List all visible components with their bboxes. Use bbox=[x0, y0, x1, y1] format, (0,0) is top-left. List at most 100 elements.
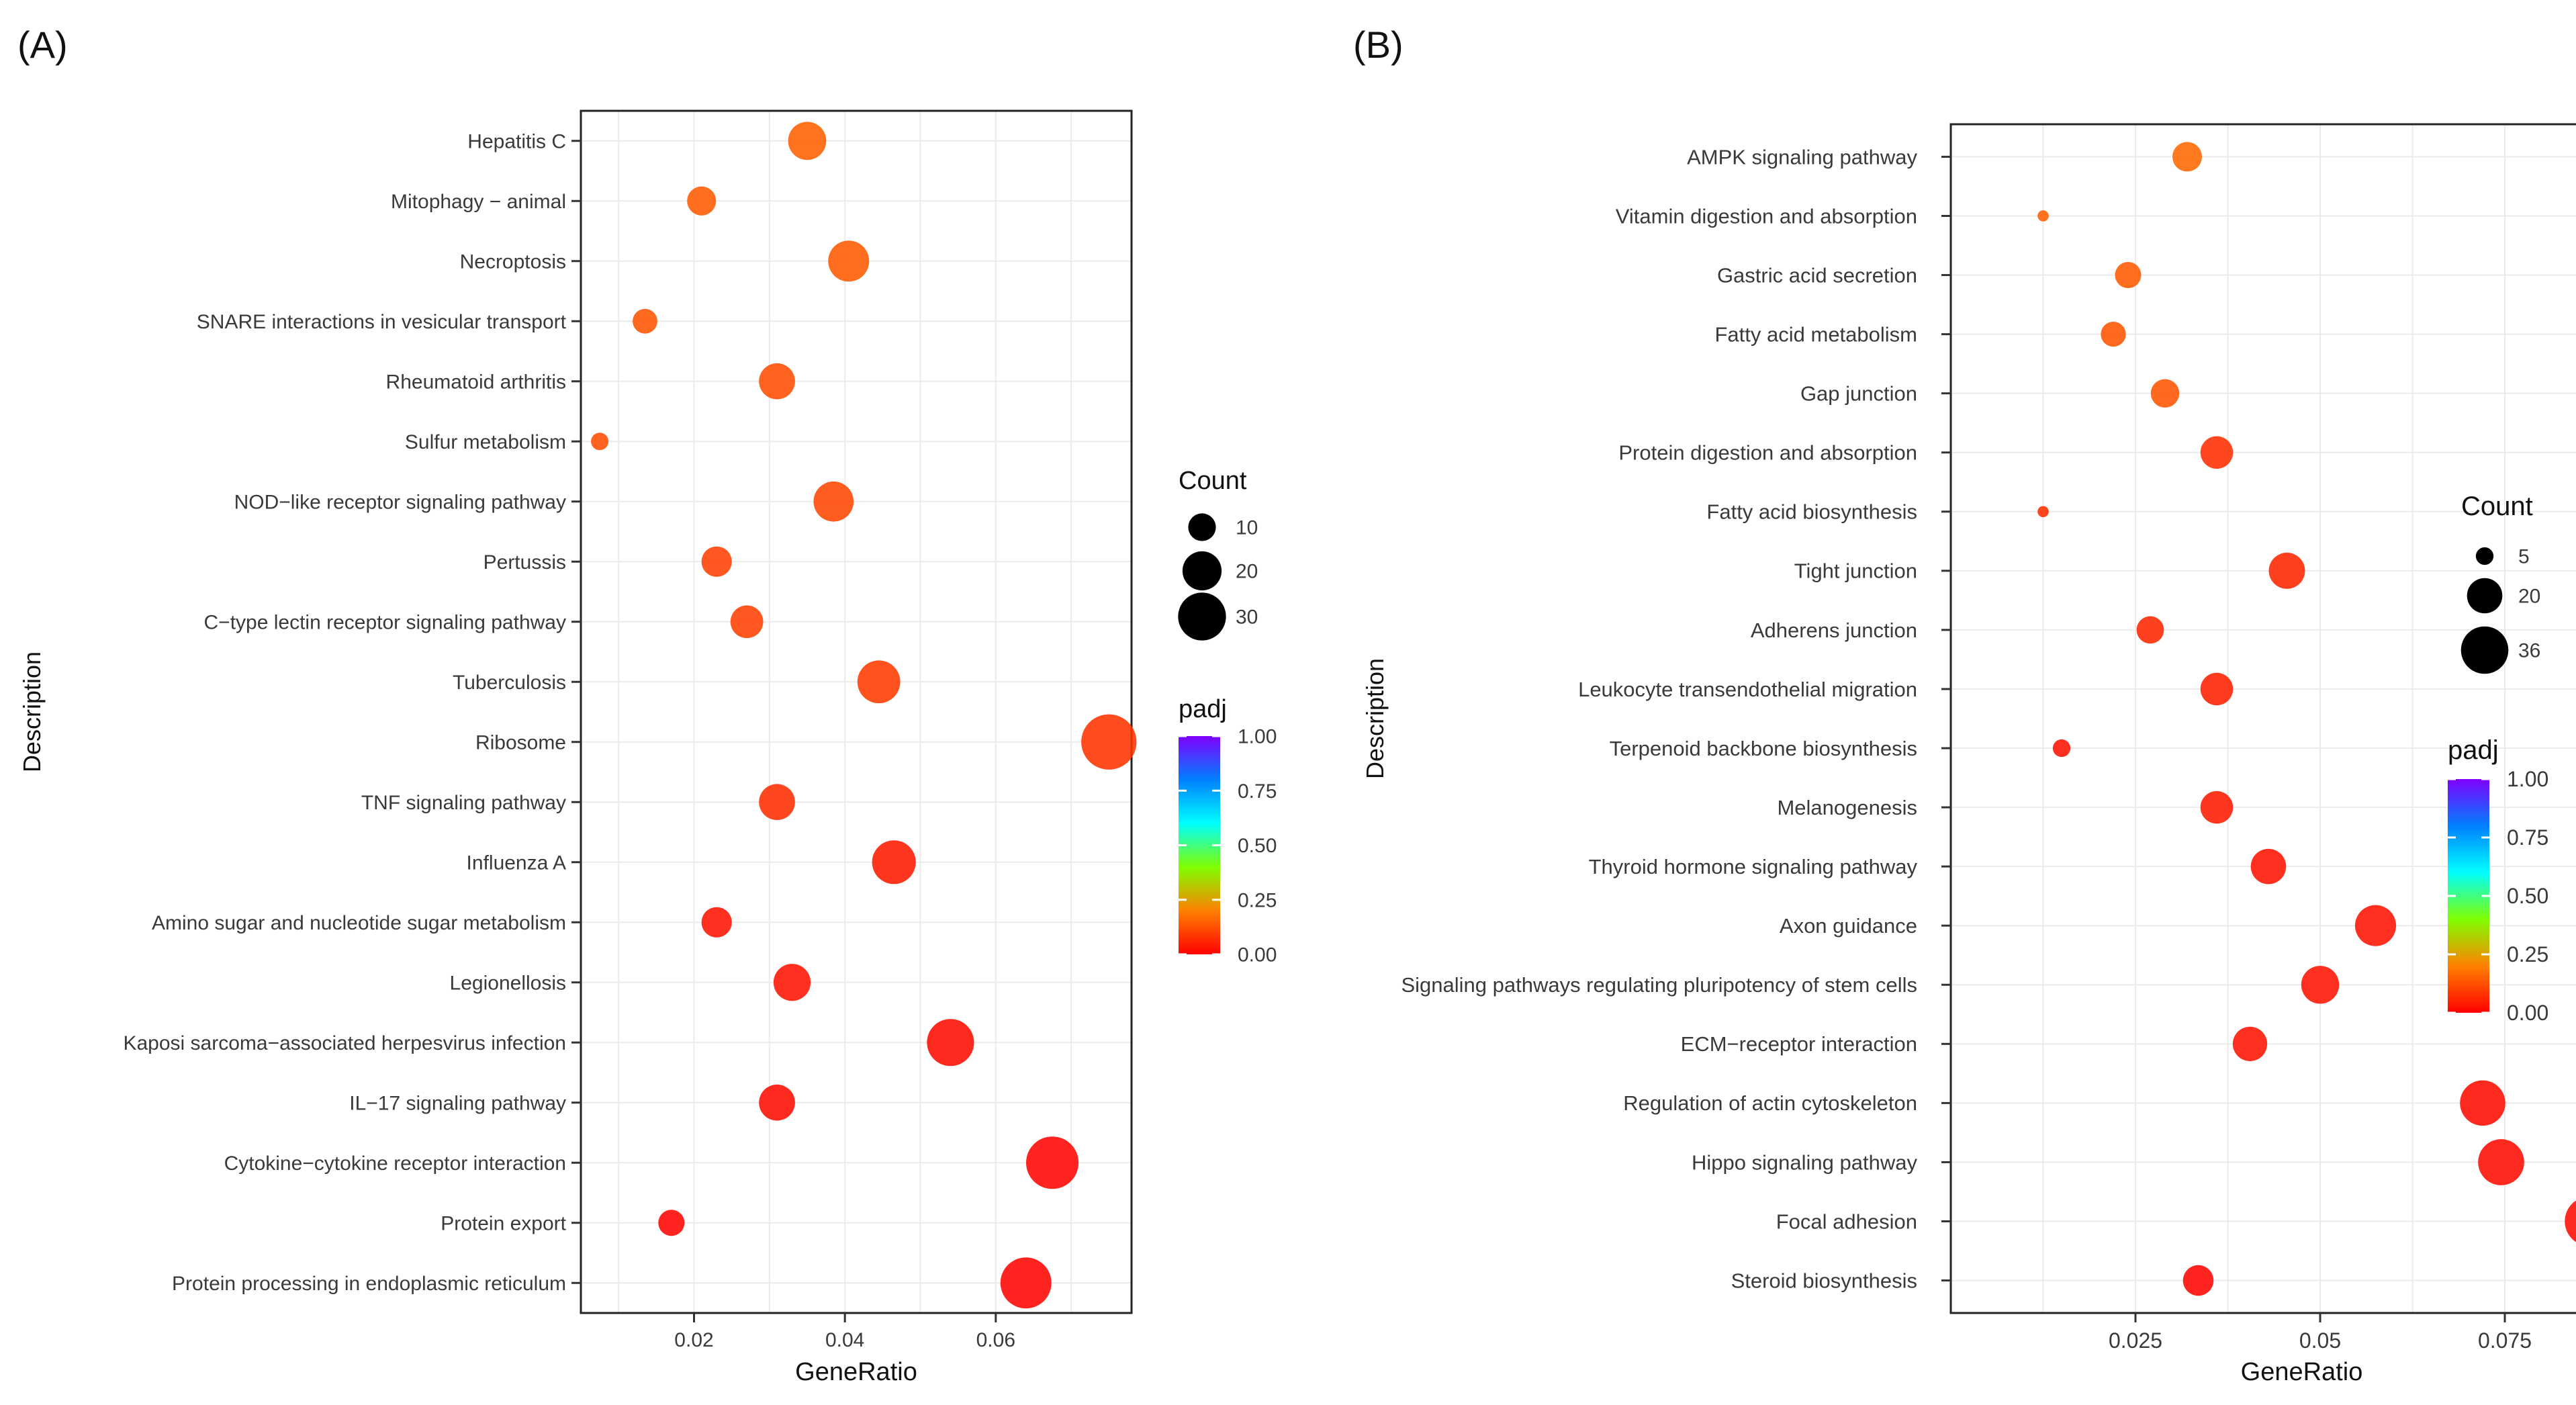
y-tick-label: Legionellosis bbox=[450, 972, 566, 994]
x-tick-label: 0.04 bbox=[825, 1329, 864, 1351]
color-legend-label: 1.00 bbox=[2507, 767, 2548, 791]
data-point bbox=[828, 240, 870, 282]
data-point bbox=[2150, 379, 2180, 408]
data-point bbox=[2172, 142, 2203, 172]
y-tick-label: Cytokine−cytokine receptor interaction bbox=[224, 1152, 566, 1175]
data-point bbox=[687, 186, 717, 216]
data-point bbox=[2101, 322, 2126, 347]
data-point bbox=[2136, 616, 2164, 644]
plot-frame bbox=[1949, 123, 2576, 1314]
y-tick-label: ECM−receptor interaction bbox=[1681, 1032, 1917, 1056]
panel-label: (A) bbox=[17, 24, 68, 66]
y-tick-label: Gastric acid secretion bbox=[1717, 263, 1917, 287]
data-point bbox=[1000, 1257, 1052, 1309]
data-point bbox=[633, 308, 657, 334]
data-point bbox=[2200, 436, 2234, 469]
color-legend-title: padj bbox=[1179, 695, 1227, 723]
y-tick-label: Rheumatoid arthritis bbox=[386, 371, 566, 393]
color-legend-label: 0.75 bbox=[1238, 780, 1277, 803]
panel-a: (A) Hepatitis C Mitophagy − animal Necropto… bbox=[17, 24, 1277, 1386]
y-tick-label: Tight junction bbox=[1794, 559, 1917, 583]
y-tick-label: Fatty acid metabolism bbox=[1715, 322, 1918, 346]
y-tick-label: Thyroid hormone signaling pathway bbox=[1589, 855, 1918, 878]
data-point bbox=[2232, 1026, 2268, 1061]
data-point bbox=[2354, 905, 2397, 946]
data-point bbox=[2478, 1139, 2524, 1185]
data-point bbox=[759, 1084, 795, 1121]
size-legend-label: 5 bbox=[2518, 546, 2530, 568]
y-tick-label: Protein processing in endoplasmic reticu… bbox=[172, 1273, 566, 1295]
data-point bbox=[2301, 966, 2340, 1004]
x-tick-label: 0.06 bbox=[976, 1329, 1015, 1351]
data-point bbox=[701, 546, 732, 577]
y-tick-label: Tuberculosis bbox=[453, 672, 566, 694]
y-tick-label: Amino sugar and nucleotide sugar metabol… bbox=[152, 912, 566, 934]
x-tick-label: 0.075 bbox=[2478, 1328, 2532, 1353]
data-point bbox=[1025, 1136, 1079, 1189]
data-point bbox=[2565, 1200, 2576, 1242]
size-legend-dot bbox=[1188, 513, 1216, 541]
size-legend-label: 30 bbox=[1236, 606, 1258, 629]
plot-frame bbox=[580, 109, 1133, 1314]
y-tick-label: Hepatitis C bbox=[467, 130, 566, 152]
y-tick-label: Adherens junction bbox=[1751, 619, 1917, 642]
x-axis-title: GeneRatio bbox=[795, 1358, 917, 1386]
y-tick-label: Steroid biosynthesis bbox=[1731, 1269, 1917, 1292]
size-legend-dot bbox=[2460, 626, 2509, 674]
data-point bbox=[2037, 506, 2049, 518]
y-tick-label: Leukocyte transendothelial migration bbox=[1578, 678, 1917, 701]
y-tick-label: Kaposi sarcoma−associated herpesvirus in… bbox=[123, 1032, 566, 1054]
y-tick-label: Terpenoid backbone biosynthesis bbox=[1610, 737, 1917, 760]
data-point bbox=[759, 363, 795, 400]
color-legend-label: 1.00 bbox=[1238, 726, 1277, 748]
size-legend-label: 10 bbox=[1236, 517, 1258, 539]
data-point bbox=[2200, 790, 2234, 824]
color-legend-title: padj bbox=[2448, 735, 2499, 765]
y-tick-label: Hippo signaling pathway bbox=[1692, 1150, 1918, 1174]
data-point bbox=[2460, 1080, 2505, 1126]
color-legend-label: 0.25 bbox=[1238, 889, 1277, 911]
y-tick-label: Sulfur metabolism bbox=[405, 431, 566, 453]
data-point bbox=[2052, 739, 2071, 758]
y-tick-label: Signaling pathways regulating pluripoten… bbox=[1401, 973, 1917, 997]
size-legend-dot bbox=[2467, 578, 2503, 614]
data-point bbox=[857, 660, 901, 704]
data-point bbox=[813, 481, 854, 522]
data-point bbox=[730, 605, 764, 639]
color-legend-label: 0.00 bbox=[1238, 944, 1277, 966]
color-legend-label: 0.25 bbox=[2507, 942, 2548, 966]
y-tick-label: Pertussis bbox=[484, 551, 566, 574]
size-legend-label: 20 bbox=[1236, 561, 1258, 583]
data-point bbox=[701, 907, 732, 938]
color-legend-label: 0.50 bbox=[1238, 835, 1277, 857]
x-axis-title: GeneRatio bbox=[2241, 1358, 2363, 1386]
size-legend-dot bbox=[2475, 547, 2494, 565]
x-tick-label: 0.05 bbox=[2299, 1328, 2341, 1353]
y-tick-label: SNARE interactions in vesicular transpor… bbox=[197, 311, 567, 333]
color-legend-label: 0.50 bbox=[2507, 884, 2548, 908]
size-legend-title: Count bbox=[1179, 467, 1247, 495]
y-tick-label: AMPK signaling pathway bbox=[1687, 145, 1917, 169]
data-point bbox=[2200, 672, 2234, 706]
y-tick-label: Necroptosis bbox=[460, 251, 566, 273]
y-tick-label: C−type lectin receptor signaling pathway bbox=[204, 611, 566, 633]
data-point bbox=[773, 964, 811, 1001]
y-tick-label: Regulation of actin cytoskeleton bbox=[1623, 1091, 1917, 1115]
y-axis-title: Description bbox=[18, 651, 46, 772]
y-tick-label: Protein export bbox=[441, 1212, 566, 1234]
plot-background bbox=[581, 111, 1132, 1313]
y-tick-label: TNF signaling pathway bbox=[361, 792, 566, 814]
x-tick-label: 0.02 bbox=[674, 1329, 713, 1351]
y-tick-label: Gap junction bbox=[1800, 382, 1917, 406]
y-tick-label: Axon guidance bbox=[1780, 914, 1917, 938]
y-tick-label: Focal adhesion bbox=[1776, 1210, 1917, 1233]
x-tick-label: 0.025 bbox=[2109, 1328, 2162, 1353]
size-legend-title: Count bbox=[2461, 492, 2533, 521]
y-tick-label: Fatty acid biosynthesis bbox=[1706, 500, 1917, 524]
panel-label: (B) bbox=[1353, 24, 1404, 66]
data-point bbox=[2250, 848, 2287, 885]
y-tick-label: IL−17 signaling pathway bbox=[349, 1092, 566, 1114]
y-tick-label: Mitophagy − animal bbox=[391, 191, 566, 213]
size-legend-dot bbox=[1178, 592, 1226, 641]
